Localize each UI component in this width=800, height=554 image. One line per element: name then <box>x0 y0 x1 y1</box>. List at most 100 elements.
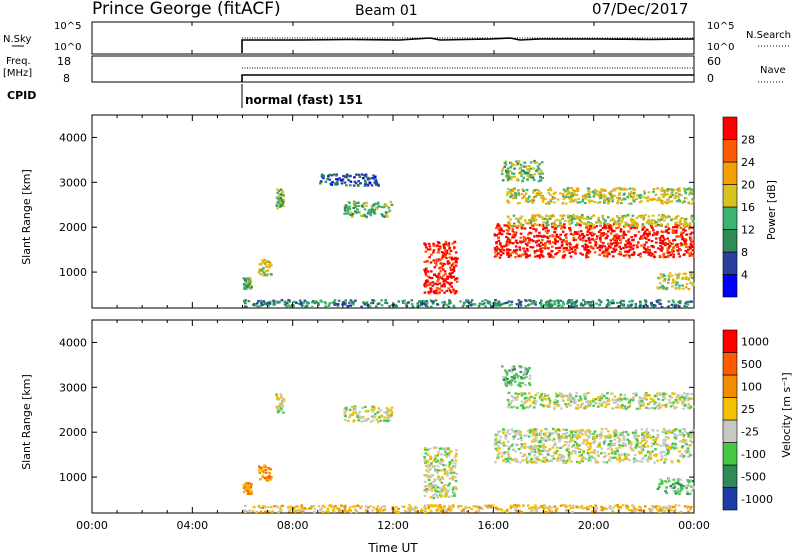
velocity-echo-cell <box>683 399 686 402</box>
power-echo-cell <box>248 280 251 283</box>
velocity-echo-cell <box>443 488 447 492</box>
velocity-echo-cell <box>656 392 659 395</box>
power-echo-cell <box>374 202 378 205</box>
velocity-echo-cell <box>554 510 558 513</box>
velocity-echo-cell <box>303 506 306 510</box>
velocity-echo-cell <box>650 510 653 513</box>
power-echo-cell <box>628 300 631 303</box>
power-echo-cell <box>295 301 298 304</box>
power-panel-frame <box>91 114 695 309</box>
power-echo-cell <box>657 287 660 290</box>
velocity-echo-cell <box>532 446 535 449</box>
power-echo-cell <box>291 304 295 307</box>
velocity-echo-cell <box>653 454 656 457</box>
power-echo-cell <box>686 303 690 306</box>
velocity-echo-cell <box>258 469 261 472</box>
power-echo-cell <box>551 226 554 229</box>
velocity-echo-cell <box>614 398 618 402</box>
power-echo-cell <box>260 303 264 306</box>
power-echo-cell <box>620 220 624 223</box>
power-echo-cell <box>562 250 566 253</box>
sky-right-tick-bottom: 10^0 <box>707 42 734 53</box>
velocity-echo-cell <box>574 395 578 398</box>
velocity-x-tick-label: 04:00 <box>176 519 208 532</box>
velocity-echo-cell <box>567 397 570 400</box>
velocity-echo-cell <box>383 416 387 419</box>
power-echo-cell <box>544 242 548 245</box>
power-echo-cell <box>594 241 598 244</box>
power-echo-cell <box>495 304 498 307</box>
velocity-echo-cell <box>449 477 452 480</box>
velocity-echo-cell <box>662 395 665 398</box>
power-echo-cell <box>536 234 539 237</box>
power-echo-cell <box>595 221 599 224</box>
power-echo-cell <box>515 226 519 229</box>
power-echo-cell <box>615 223 618 226</box>
power-echo-cell <box>587 238 591 241</box>
power-echo-cell <box>588 232 592 235</box>
velocity-echo-cell <box>313 511 316 514</box>
velocity-echo-cell <box>563 443 567 447</box>
power-echo-cell <box>559 222 562 225</box>
power-echo-cell <box>411 305 415 308</box>
power-echo-cell <box>554 227 558 230</box>
power-echo-cell <box>568 246 572 249</box>
velocity-echo-cell <box>521 382 524 385</box>
velocity-echo-cell <box>571 435 575 438</box>
power-echo-cell <box>449 267 452 270</box>
power-echo-cell <box>377 184 380 187</box>
power-echo-cell <box>540 241 543 244</box>
power-echo-cell <box>346 212 350 215</box>
power-echo-cell <box>617 223 621 226</box>
velocity-echo-cell <box>577 460 581 464</box>
velocity-echo-cell <box>672 392 675 395</box>
power-echo-cell <box>661 213 665 217</box>
power-echo-cell <box>422 302 426 305</box>
power-echo-cell <box>530 198 534 201</box>
power-echo-cell <box>420 303 423 306</box>
power-echo-cell <box>528 239 531 242</box>
velocity-echo-cell <box>647 402 651 405</box>
power-echo-cell <box>540 303 543 306</box>
power-echo-cell <box>651 223 654 226</box>
power-echo-cell <box>689 272 693 275</box>
velocity-echo-cell <box>574 452 577 455</box>
sky-panel: N.Sky 10^5 10^0 10^5 10^0 N.Search <box>3 21 791 55</box>
velocity-echo-cell <box>660 479 664 482</box>
power-echo-cell <box>663 274 666 277</box>
power-echo-cell <box>447 275 451 278</box>
power-echo-cell <box>597 192 601 195</box>
power-echo-cell <box>673 238 677 241</box>
power-echo-cell <box>609 239 613 242</box>
power-echo-cell <box>599 192 603 195</box>
power-echo-cell <box>541 235 544 238</box>
power-echo-cell <box>369 213 372 216</box>
velocity-echo-cell <box>531 449 534 452</box>
power-echo-cell <box>623 188 627 191</box>
power-echo-cell <box>678 255 682 258</box>
velocity-echo-cell <box>681 453 684 456</box>
power-echo-cell <box>459 300 462 303</box>
velocity-echo-cell <box>523 406 526 410</box>
power-echo-cell <box>550 255 553 258</box>
power-echo-cell <box>641 304 644 307</box>
velocity-echo-cell <box>656 433 659 437</box>
power-echo-cell <box>678 224 681 227</box>
power-echo-cell <box>508 222 511 225</box>
power-echo-cell <box>538 173 542 176</box>
velocity-echo-cell <box>558 438 562 441</box>
power-echo-cell <box>570 299 574 302</box>
velocity-echo-cell <box>312 505 316 508</box>
power-echo-cell <box>636 194 639 197</box>
power-echo-cell <box>689 247 692 250</box>
power-echo-cell <box>432 244 435 247</box>
power-echo-cell <box>539 247 542 250</box>
velocity-echo-cell <box>481 507 484 510</box>
power-echo-cell <box>532 227 535 230</box>
velocity-echo-cell <box>509 506 513 509</box>
power-echo-cell <box>574 301 578 304</box>
velocity-echo-cell <box>629 443 633 446</box>
power-echo-cell <box>650 304 654 307</box>
power-echo-cell <box>348 201 351 204</box>
power-echo-cell <box>631 214 635 217</box>
